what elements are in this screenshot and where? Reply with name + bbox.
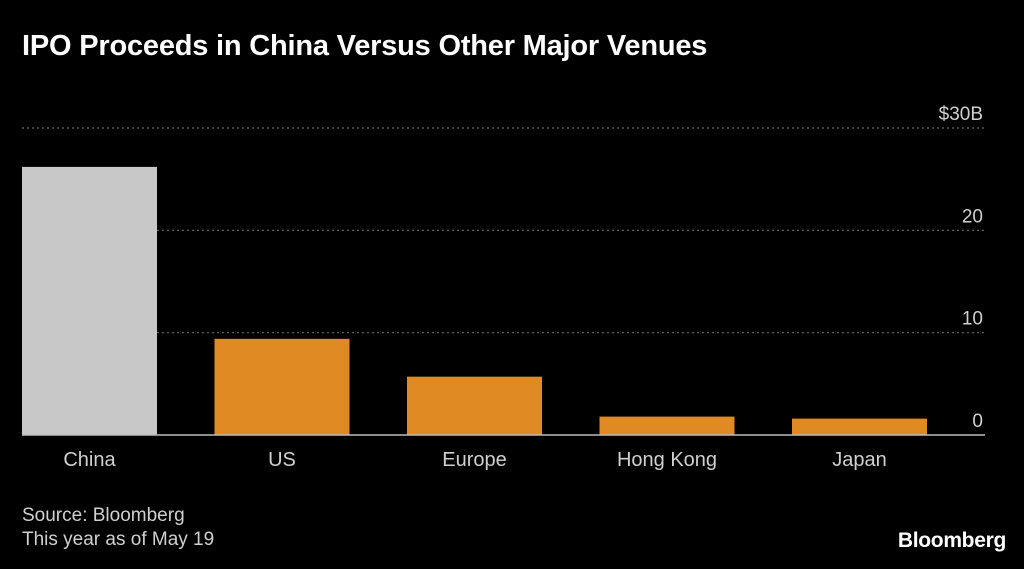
bloomberg-logo: Bloomberg <box>897 529 1006 552</box>
chart-title: IPO Proceeds in China Versus Other Major… <box>22 30 708 62</box>
bar-hong-kong <box>599 416 735 435</box>
bar-china <box>22 166 157 436</box>
y-tick-label-20: 20 <box>962 206 983 227</box>
date-note: This year as of May 19 <box>22 529 215 550</box>
x-tick-label-europe: Europe <box>442 449 507 471</box>
y-tick-label-30: $30B <box>939 104 983 125</box>
bar-us <box>214 338 350 435</box>
x-tick-label-us: US <box>268 449 296 471</box>
x-tick-label-japan: Japan <box>832 449 887 471</box>
x-tick-label-china: China <box>63 449 116 471</box>
source-note: Source: Bloomberg <box>22 505 185 526</box>
y-tick-label-10: 10 <box>962 309 983 330</box>
x-tick-label-hong-kong: Hong Kong <box>617 449 717 471</box>
bar-europe <box>407 376 542 435</box>
bar-japan <box>792 418 927 435</box>
y-tick-label-0: 0 <box>972 411 983 432</box>
